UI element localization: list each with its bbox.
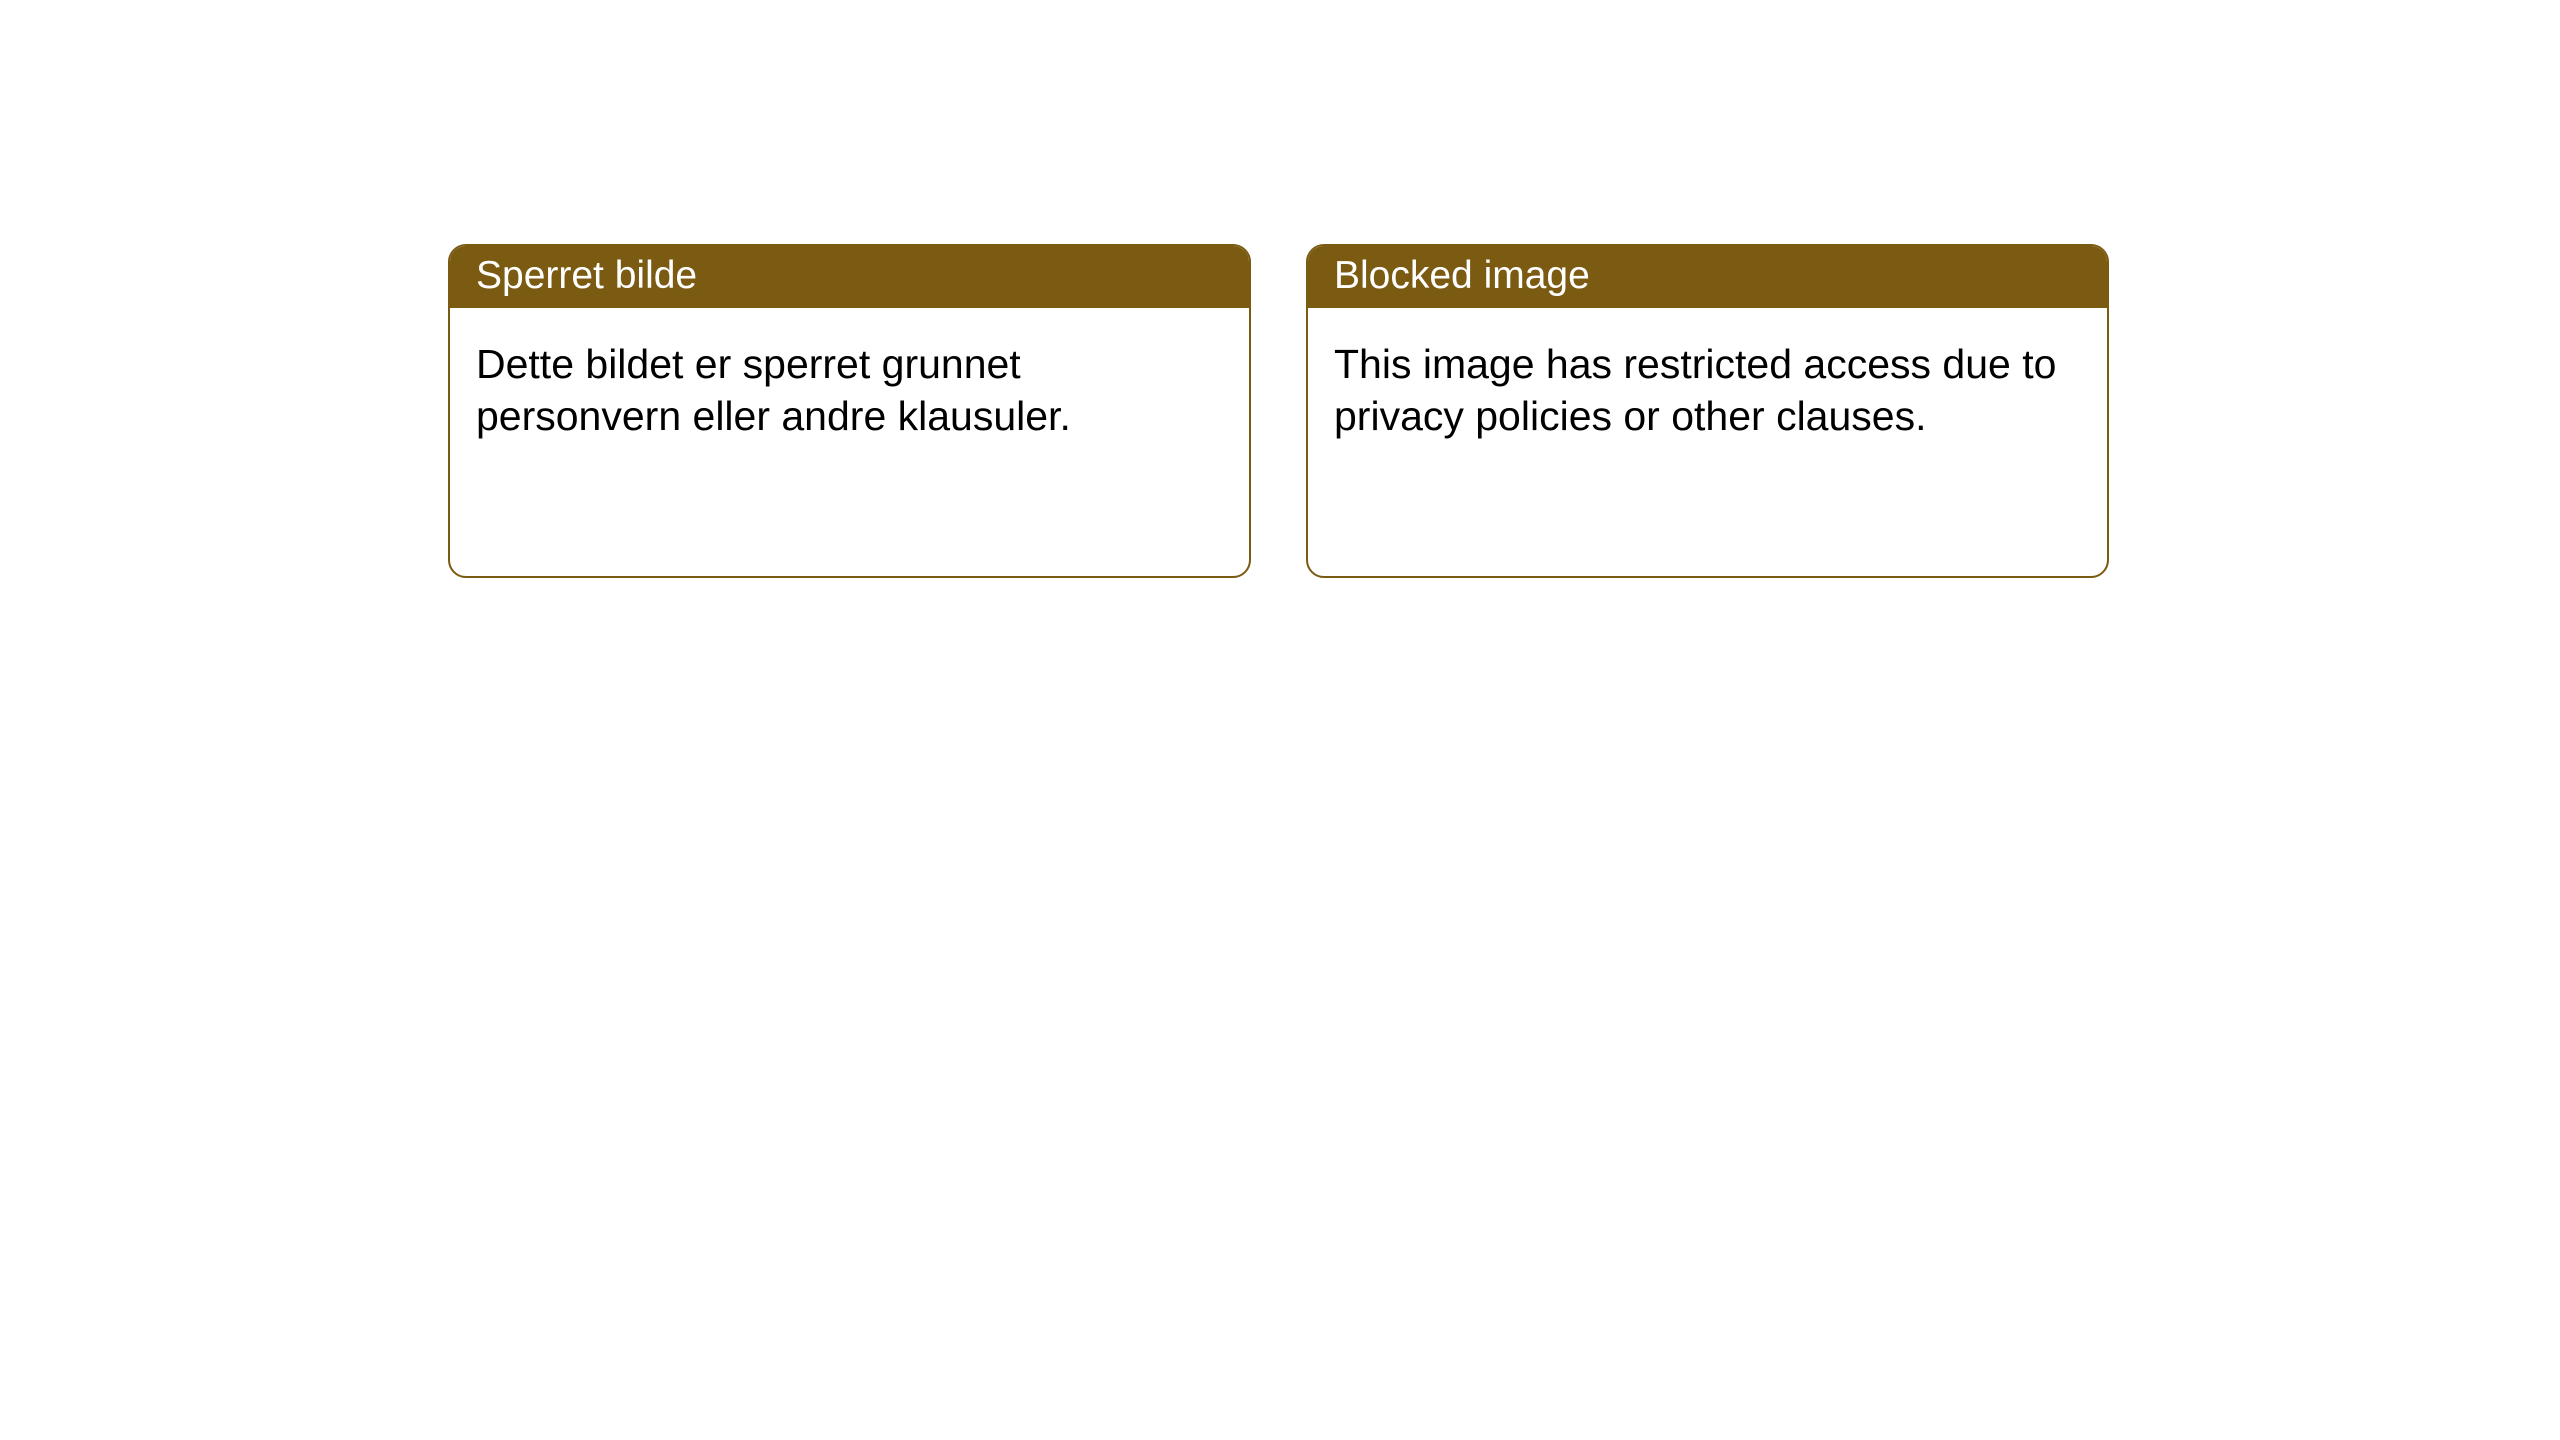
notice-card-norwegian: Sperret bilde Dette bildet er sperret gr…: [448, 244, 1251, 578]
notice-title-english: Blocked image: [1308, 246, 2107, 308]
notice-card-english: Blocked image This image has restricted …: [1306, 244, 2109, 578]
notice-body-norwegian: Dette bildet er sperret grunnet personve…: [450, 308, 1249, 473]
notice-title-norwegian: Sperret bilde: [450, 246, 1249, 308]
notice-container: Sperret bilde Dette bildet er sperret gr…: [0, 0, 2560, 578]
notice-body-english: This image has restricted access due to …: [1308, 308, 2107, 473]
